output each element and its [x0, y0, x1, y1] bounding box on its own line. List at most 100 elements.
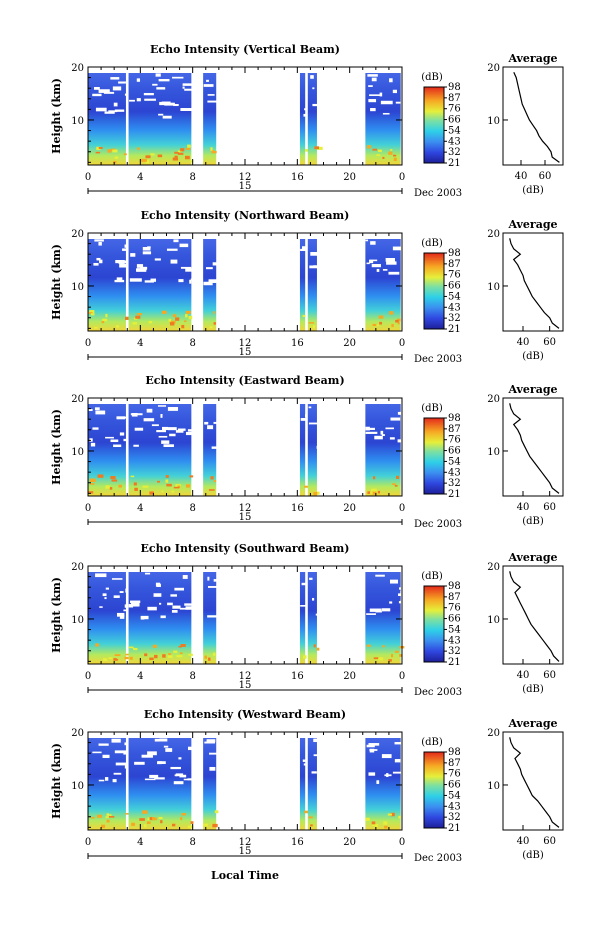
panel-1: Echo Intensity (Northward Beam) 0 4 8 12 16 20… [50, 209, 564, 365]
hot-echo-speck [113, 160, 117, 164]
data-segment [128, 404, 194, 496]
missing-data-gap [179, 774, 187, 778]
missing-data-gap [304, 414, 308, 418]
missing-data-gap [366, 427, 375, 431]
hot-echo-speck [172, 157, 179, 161]
missing-data-gap [128, 604, 134, 608]
missing-data-gap [376, 268, 380, 272]
hot-echo-speck [177, 485, 181, 488]
hot-echo-speck [372, 148, 378, 151]
missing-data-gap [173, 103, 179, 107]
missing-data-gap [300, 418, 312, 421]
missing-data-gap [187, 746, 194, 751]
missing-data-gap [111, 578, 123, 580]
data-segment [365, 239, 402, 331]
average-x-tick-label: 40 [517, 337, 530, 348]
hot-echo-speck [137, 147, 140, 150]
hot-echo-speck [132, 647, 138, 651]
data-segment [307, 73, 323, 165]
missing-data-gap [124, 244, 133, 248]
intensity-field [299, 73, 306, 165]
x-tick-label: 20 [343, 837, 356, 848]
hot-echo-speck [190, 821, 194, 824]
hot-echo-speck [102, 658, 107, 661]
missing-data-gap [369, 748, 375, 753]
missing-data-gap [369, 259, 374, 264]
hot-echo-speck [375, 324, 379, 327]
hot-echo-speck [208, 657, 211, 661]
hot-echo-speck [377, 490, 381, 494]
missing-data-gap [370, 108, 376, 112]
day-label: 15 [239, 347, 252, 358]
missing-data-gap [175, 430, 184, 433]
missing-data-gap [300, 605, 312, 607]
missing-data-gap [395, 101, 401, 104]
hot-echo-speck [98, 147, 103, 149]
date-label: Dec 2003 [414, 354, 462, 365]
hot-echo-speck [308, 322, 315, 324]
missing-data-gap [381, 754, 392, 759]
x-tick-label: 20 [343, 172, 356, 183]
hot-echo-speck [145, 160, 150, 164]
missing-data-gap [102, 754, 110, 759]
x-tick-label: 0 [85, 671, 91, 682]
colorbar-tick-label: 66 [448, 614, 461, 625]
y-axis-label: Height (km) [50, 78, 63, 154]
missing-data-gap [371, 77, 377, 82]
missing-data-gap [104, 597, 107, 600]
missing-data-gap [144, 98, 156, 101]
hot-echo-speck [173, 486, 180, 489]
missing-data-gap [160, 414, 163, 418]
missing-data-gap [130, 253, 136, 257]
missing-data-gap [118, 81, 126, 84]
colorbar-tick-label: 21 [448, 489, 461, 500]
missing-data-gap [179, 243, 189, 248]
hot-echo-speck [387, 813, 393, 816]
missing-data-gap [182, 86, 185, 89]
x-tick-label: 4 [137, 172, 143, 183]
missing-data-gap [119, 263, 131, 268]
hot-echo-speck [171, 823, 176, 827]
data-segment [365, 404, 405, 496]
data-segment [203, 73, 219, 165]
average-x-tick-label: 60 [543, 337, 556, 348]
missing-data-gap [189, 279, 192, 284]
data-segment [203, 239, 224, 331]
missing-data-gap [366, 744, 375, 748]
hot-echo-speck [398, 815, 401, 819]
missing-data-gap [179, 607, 190, 610]
missing-data-gap [185, 431, 193, 436]
missing-data-gap [380, 100, 393, 105]
average-frame [502, 397, 564, 497]
hot-echo-speck [97, 814, 102, 818]
hot-echo-speck [210, 476, 214, 480]
hot-echo-speck [167, 655, 173, 658]
missing-data-gap [111, 738, 121, 743]
data-segment [307, 239, 321, 331]
missing-data-gap [371, 264, 381, 268]
x-tick-label: 20 [343, 671, 356, 682]
average-y-tick-label: 20 [487, 728, 500, 739]
missing-data-gap [386, 773, 389, 778]
hot-echo-speck [142, 810, 148, 814]
average-profile-line [509, 571, 560, 662]
colorbar-tick-label: 21 [448, 324, 461, 335]
missing-data-gap [380, 430, 384, 435]
colorbar-tick-label: 54 [448, 790, 461, 801]
x-axis-label: Local Time [211, 869, 279, 882]
hot-echo-speck [397, 322, 400, 325]
hot-echo-speck [302, 655, 307, 659]
missing-data-gap [136, 264, 144, 268]
hot-echo-speck [378, 149, 382, 153]
hot-echo-speck [109, 814, 112, 818]
missing-data-gap [385, 427, 395, 430]
hot-echo-speck [184, 155, 190, 160]
missing-data-gap [204, 421, 209, 425]
hot-echo-speck [89, 310, 95, 314]
intensity-field [307, 404, 317, 496]
missing-data-gap [398, 601, 403, 604]
missing-data-gap [368, 743, 380, 746]
missing-data-gap [310, 252, 319, 256]
hot-echo-speck [372, 476, 376, 480]
missing-data-gap [113, 102, 118, 107]
